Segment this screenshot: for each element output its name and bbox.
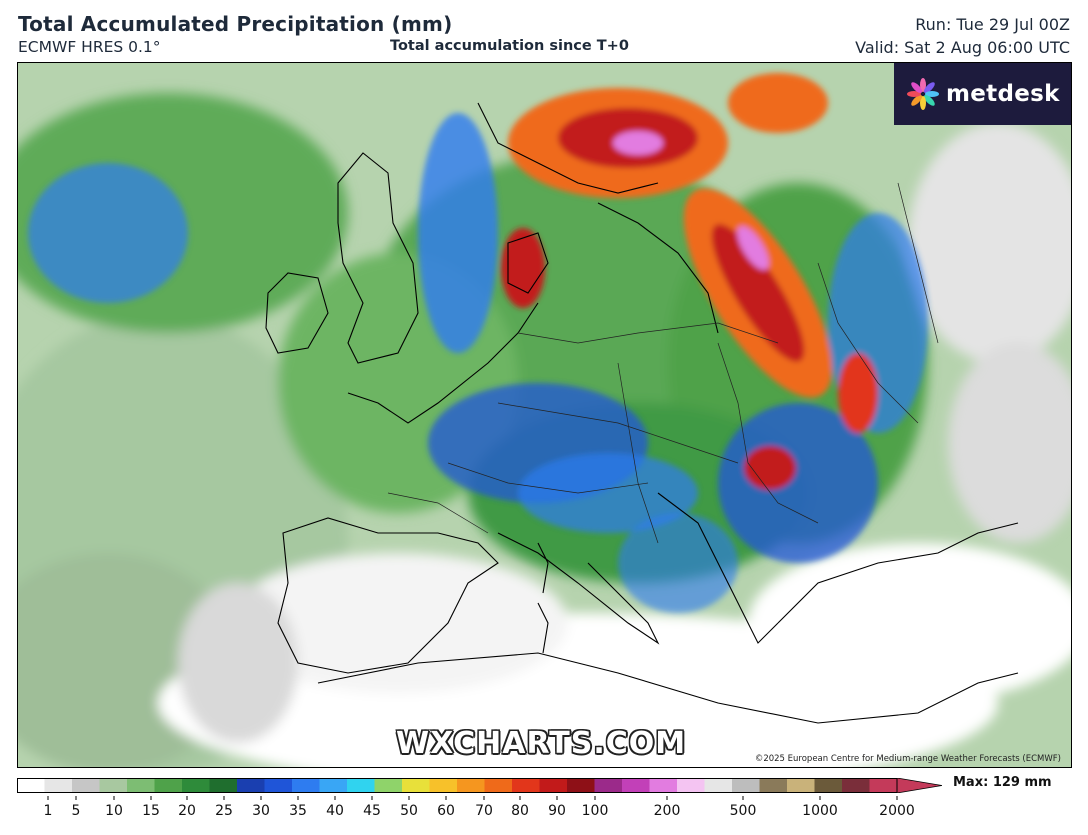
max-value-label: Max: 129 mm <box>953 775 1052 790</box>
country-borders <box>387 182 939 544</box>
colorbar-segment <box>732 778 761 793</box>
colorbar-segment <box>594 778 623 793</box>
colorbar-segment <box>622 778 651 793</box>
model-label: ECMWF HRES 0.1° <box>18 38 161 56</box>
colorbar-tick-label: 50 <box>400 803 418 819</box>
colorbar-tick-label: 30 <box>252 803 270 819</box>
colorbar-tick-label: 25 <box>215 803 233 819</box>
colorbar-segment <box>264 778 293 793</box>
precip-field-heavy <box>28 73 928 613</box>
colorbar-tick-label: 5 <box>72 803 81 819</box>
precipitation-map: metdesk WXCHARTS.COM ©2025 European Cent… <box>17 62 1072 768</box>
colorbar-segment <box>539 778 568 793</box>
colorbar-segment <box>374 778 403 793</box>
flower-logo-icon <box>907 78 939 110</box>
colorbar-tick-label: 35 <box>289 803 307 819</box>
colorbar-ticks: 1 5 10 15 20 25 30 35 40 45 50 60 70 80 90 100 200 500 100… <box>44 796 915 819</box>
colorbar-tick-label: 100 <box>582 803 609 819</box>
colorbar-tick-label: 80 <box>511 803 529 819</box>
watermark: WXCHARTS.COM <box>396 726 687 761</box>
colorbar-tick-label: 15 <box>142 803 160 819</box>
colorbar-segment <box>869 778 898 793</box>
colorbar-tick-label: 1000 <box>802 803 838 819</box>
colorbar-tick-label: 2000 <box>879 803 915 819</box>
metdesk-logo: metdesk <box>894 63 1071 125</box>
colorbar-segment <box>677 778 706 793</box>
colorbar-segment <box>72 778 101 793</box>
colorbar-segment <box>127 778 156 793</box>
colorbar-segment <box>154 778 183 793</box>
colorbar-tick-label: 10 <box>105 803 123 819</box>
colorbar-tick-label: 20 <box>178 803 196 819</box>
colorbar-tick-label: 200 <box>654 803 681 819</box>
colorbar-segment <box>484 778 513 793</box>
colorbar-segment <box>814 778 843 793</box>
colorbar-segment <box>704 778 733 793</box>
colorbar-segment <box>842 778 871 793</box>
colorbar-tick-label: 500 <box>730 803 757 819</box>
colorbar-segment <box>567 778 596 793</box>
chart-subtitle: Total accumulation since T+0 <box>390 38 629 54</box>
colorbar-segment <box>319 778 348 793</box>
colorbar-tick-label: 1 <box>44 803 53 819</box>
colorbar-segment <box>347 778 376 793</box>
colorbar-segment <box>787 778 816 793</box>
run-time: Run: Tue 29 Jul 00Z <box>915 15 1070 34</box>
chart-title: Total Accumulated Precipitation (mm) <box>18 12 453 36</box>
colorbar-segment <box>182 778 211 793</box>
colorbar-segment <box>429 778 458 793</box>
colorbar-segment <box>759 778 788 793</box>
colorbar-segment <box>17 778 46 793</box>
colorbar-tick-label: 45 <box>363 803 381 819</box>
colorbar-segment <box>457 778 486 793</box>
valid-time: Valid: Sat 2 Aug 06:00 UTC <box>855 38 1070 57</box>
logo-text: metdesk <box>946 81 1060 107</box>
colorbar-segment <box>209 778 238 793</box>
colorbar-tick-label: 60 <box>437 803 455 819</box>
colorbar-tick-label: 70 <box>475 803 493 819</box>
copyright-notice: ©2025 European Centre for Medium-range W… <box>754 754 1061 764</box>
colorbar-arrow <box>896 778 942 793</box>
colorbar-segment <box>44 778 73 793</box>
colorbar-segment <box>512 778 541 793</box>
colorbar-segment <box>649 778 678 793</box>
map-svg <box>18 63 1071 767</box>
colorbar-tick-label: 40 <box>326 803 344 819</box>
colorbar-segment <box>292 778 321 793</box>
colorbar <box>17 778 942 793</box>
colorbar-border <box>17 778 898 793</box>
colorbar-segment <box>237 778 266 793</box>
colorbar-segment <box>402 778 431 793</box>
colorbar-segment <box>99 778 128 793</box>
colorbar-tick-label: 90 <box>548 803 566 819</box>
